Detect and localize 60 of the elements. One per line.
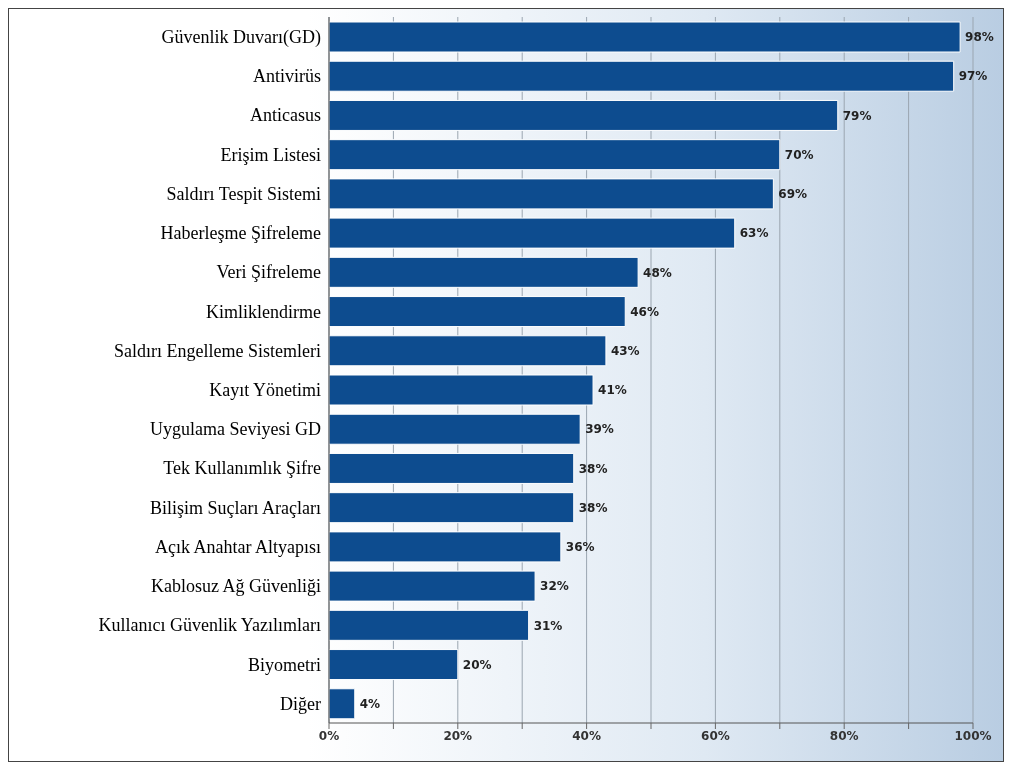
bar <box>329 649 459 681</box>
x-tick-label: 40% <box>572 728 601 743</box>
y-tick-label: Veri Şifreleme <box>216 262 321 283</box>
y-tick-label: Saldırı Engelleme Sistemleri <box>114 340 321 361</box>
bar <box>329 99 839 131</box>
y-tick-label: Uygulama Seviyesi GD <box>150 419 321 440</box>
data-label: 38% <box>578 500 608 515</box>
y-tick-label: Güvenlik Duvarı(GD) <box>161 27 321 48</box>
y-tick-label: Bilişim Suçları Araçları <box>150 497 321 518</box>
bar <box>329 60 955 92</box>
data-label: 20% <box>462 657 492 672</box>
data-label: 69% <box>778 187 808 202</box>
bar <box>329 374 594 406</box>
data-label: 38% <box>578 461 608 476</box>
data-label: 39% <box>585 422 614 437</box>
data-label: 36% <box>565 540 595 555</box>
bar <box>329 139 781 171</box>
data-label: 79% <box>842 108 872 123</box>
bar <box>329 688 356 720</box>
x-tick-label: 100% <box>954 728 992 743</box>
bar <box>329 452 575 484</box>
bar <box>329 531 562 563</box>
y-tick-label: Haberleşme Şifreleme <box>160 223 321 244</box>
data-label: 41% <box>598 383 627 398</box>
data-label: 70% <box>784 147 814 162</box>
bar <box>329 217 736 249</box>
y-tick-label: Kullanıcı Güvenlik Yazılımları <box>98 615 321 636</box>
data-label: 48% <box>643 265 672 280</box>
bar <box>329 609 530 641</box>
data-label: 43% <box>610 344 640 359</box>
x-tick-label: 20% <box>443 728 473 743</box>
y-tick-label: Kablosuz Ağ Güvenliği <box>151 576 321 597</box>
data-label: 46% <box>630 304 659 319</box>
data-label: 98% <box>965 30 994 45</box>
x-tick-label: 60% <box>701 728 730 743</box>
y-tick-label: Tek Kullanımlık Şifre <box>163 458 321 479</box>
data-label: 31% <box>533 618 563 633</box>
y-tick-label: Antivirüs <box>252 66 321 87</box>
bar <box>329 21 961 53</box>
data-label: 63% <box>739 226 769 241</box>
bar <box>329 492 575 524</box>
y-tick-label: Saldırı Tespit Sistemi <box>166 183 321 204</box>
y-tick-label: Diğer <box>280 693 321 714</box>
y-tick-label: Açık Anahtar Altyapısı <box>155 536 321 557</box>
y-tick-label: Kayıt Yönetimi <box>209 380 321 400</box>
x-tick-label: 80% <box>829 728 859 743</box>
bar <box>329 178 774 210</box>
y-tick-label: Erişim Listesi <box>220 144 321 165</box>
bar <box>329 335 607 367</box>
bar <box>329 256 639 288</box>
bar <box>329 296 626 328</box>
bar <box>329 570 536 602</box>
y-tick-label: Biyometri <box>248 654 321 675</box>
data-label: 97% <box>958 69 988 84</box>
y-tick-label: Anticasus <box>250 105 321 126</box>
x-tick-label: 0% <box>318 728 340 743</box>
y-tick-label: Kimliklendirme <box>206 301 321 322</box>
data-label: 32% <box>540 579 569 594</box>
bar <box>329 413 581 445</box>
data-label: 4% <box>359 697 381 712</box>
